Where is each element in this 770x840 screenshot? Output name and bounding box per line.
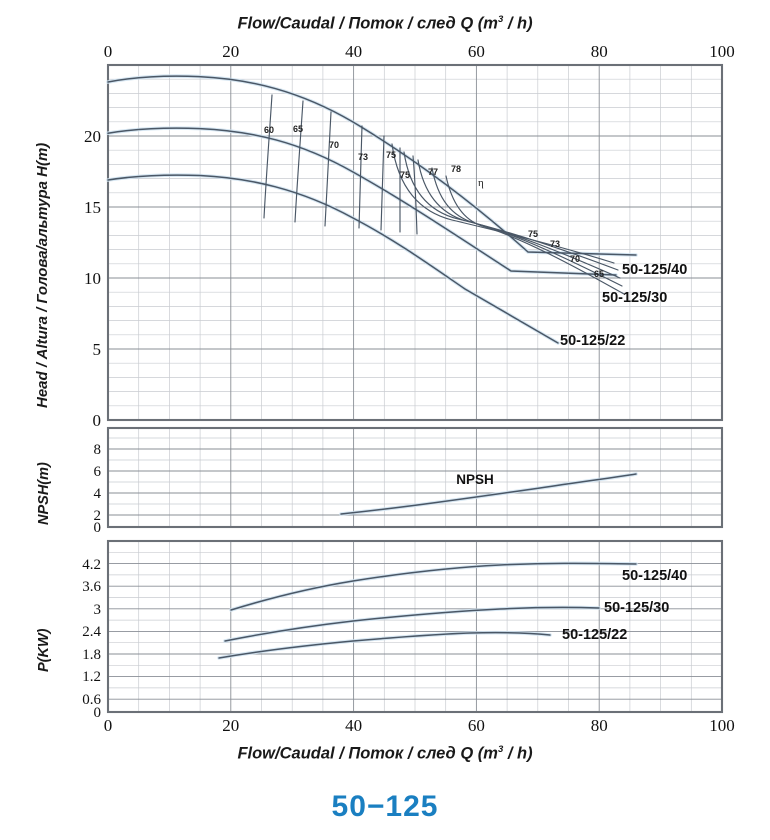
head-y-tick-labels: 0 5 10 15 20 xyxy=(84,127,101,430)
bx-tick-20: 20 xyxy=(222,716,239,735)
eff-label-65-right: 65 xyxy=(594,269,604,279)
top-axis-title-pre: Flow/Caudal / Поток / след Q (m xyxy=(237,14,498,33)
x-tick-0: 0 xyxy=(104,42,113,61)
npsh-grid-minor-vertical xyxy=(138,428,692,527)
top-axis-title-sup: 3 xyxy=(497,14,504,25)
bx-tick-0: 0 xyxy=(104,716,113,735)
x-tick-80: 80 xyxy=(591,42,608,61)
head-y-tick-5: 5 xyxy=(93,340,102,359)
eff-label-75a: 75 xyxy=(386,150,396,160)
bx-tick-60: 60 xyxy=(468,716,485,735)
npsh-y-tick-0: 0 xyxy=(94,520,102,536)
npsh-curve-label: NPSH xyxy=(456,472,494,487)
npsh-y-tick-4: 4 xyxy=(94,486,102,502)
power-series-labels: 50-125/40 50-125/30 50-125/22 xyxy=(562,568,687,643)
npsh-panel: 0 2 4 6 8 NPSH xyxy=(94,426,724,536)
power-y-tick-42: 4.2 xyxy=(82,557,101,573)
bx-tick-100: 100 xyxy=(709,716,735,735)
bottom-axis-title: Flow/Caudal / Поток / след Q (m3 / h) xyxy=(0,744,770,764)
eff-label-65: 65 xyxy=(293,124,303,134)
efficiency-isolines-falling xyxy=(391,143,625,295)
power-curve-22 xyxy=(217,630,552,660)
top-axis-title-post: / h) xyxy=(503,14,533,33)
bottom-axis-title-pre: Flow/Caudal / Поток / след Q (m xyxy=(237,744,498,763)
power-y-tick-12: 1.2 xyxy=(82,669,101,685)
head-curve-40 xyxy=(106,74,638,257)
efficiency-isolines-rising xyxy=(263,94,418,235)
head-label-40: 50-125/40 xyxy=(622,262,687,278)
eff-label-75b: 75 xyxy=(400,170,410,180)
eff-label-78: 78 xyxy=(451,164,461,174)
head-label-30: 50-125/30 xyxy=(602,290,667,306)
head-y-tick-15: 15 xyxy=(84,198,101,217)
power-y-tick-0: 0 xyxy=(94,705,102,721)
eff-label-70-right: 70 xyxy=(570,254,580,264)
npsh-y-tick-labels: 0 2 4 6 8 xyxy=(94,442,102,536)
head-panel: 0 20 40 60 80 100 0 5 10 15 20 xyxy=(84,42,735,430)
efficiency-labels: 60 65 70 73 75 75 77 78 η 75 73 70 65 xyxy=(264,124,604,279)
eff-label-60: 60 xyxy=(264,125,274,135)
bottom-axis-title-sup: 3 xyxy=(497,744,504,755)
x-tick-40: 40 xyxy=(345,42,362,61)
eff-label-73: 73 xyxy=(358,152,368,162)
head-y-tick-10: 10 xyxy=(84,269,101,288)
eff-label-73-right: 73 xyxy=(550,239,560,249)
power-label-22: 50-125/22 xyxy=(562,627,627,643)
power-x-tick-labels: 0 20 40 60 80 100 xyxy=(104,716,735,735)
power-y-tick-36: 3.6 xyxy=(82,579,101,595)
x-tick-100: 100 xyxy=(709,42,735,61)
top-axis-title: Flow/Caudal / Поток / след Q (m3 / h) xyxy=(0,14,770,34)
power-grid-major xyxy=(108,541,722,712)
head-label-22: 50-125/22 xyxy=(560,333,625,349)
npsh-curve xyxy=(339,472,638,516)
bottom-axis-title-post: / h) xyxy=(503,744,533,763)
power-panel-frame xyxy=(106,539,724,714)
npsh-grid-major xyxy=(108,428,722,527)
power-y-tick-3: 3 xyxy=(94,602,102,618)
bx-tick-80: 80 xyxy=(591,716,608,735)
head-curve-22 xyxy=(106,173,560,345)
npsh-y-tick-2: 2 xyxy=(94,508,102,524)
head-y-tick-20: 20 xyxy=(84,127,101,146)
head-grid-minor-vertical xyxy=(138,65,692,420)
bx-tick-40: 40 xyxy=(345,716,362,735)
power-panel: 0 0.6 1.2 1.8 2.4 3 3.6 4.2 xyxy=(82,539,735,735)
power-grid-minor-horizontal xyxy=(108,551,722,689)
npsh-grid-minor-horizontal xyxy=(108,437,722,505)
power-curve-30 xyxy=(223,605,601,643)
head-y-tick-0: 0 xyxy=(93,411,102,430)
x-tick-60: 60 xyxy=(468,42,485,61)
eta-symbol: η xyxy=(478,177,484,189)
npsh-y-tick-6: 6 xyxy=(94,464,102,480)
npsh-y-tick-8: 8 xyxy=(94,442,102,458)
power-y-tick-06: 0.6 xyxy=(82,692,101,708)
head-series-labels: 50-125/40 50-125/30 50-125/22 xyxy=(560,262,687,349)
eff-label-77: 77 xyxy=(428,167,438,177)
power-curve-40 xyxy=(229,561,638,612)
head-x-tick-labels: 0 20 40 60 80 100 xyxy=(104,42,735,61)
npsh-panel-frame xyxy=(106,426,724,529)
power-y-tick-18: 1.8 xyxy=(82,647,101,663)
head-curve-30 xyxy=(106,126,618,277)
head-grid-major xyxy=(108,65,722,420)
eff-label-70: 70 xyxy=(329,140,339,150)
x-tick-20: 20 xyxy=(222,42,239,61)
head-panel-frame xyxy=(106,63,724,422)
power-y-tick-labels: 0 0.6 1.2 1.8 2.4 3 3.6 4.2 xyxy=(82,557,101,721)
eff-label-75-right: 75 xyxy=(528,229,538,239)
model-caption: 50−125 xyxy=(331,790,439,823)
power-y-tick-24: 2.4 xyxy=(82,624,101,640)
power-label-30: 50-125/30 xyxy=(604,600,669,616)
power-label-40: 50-125/40 xyxy=(622,568,687,584)
